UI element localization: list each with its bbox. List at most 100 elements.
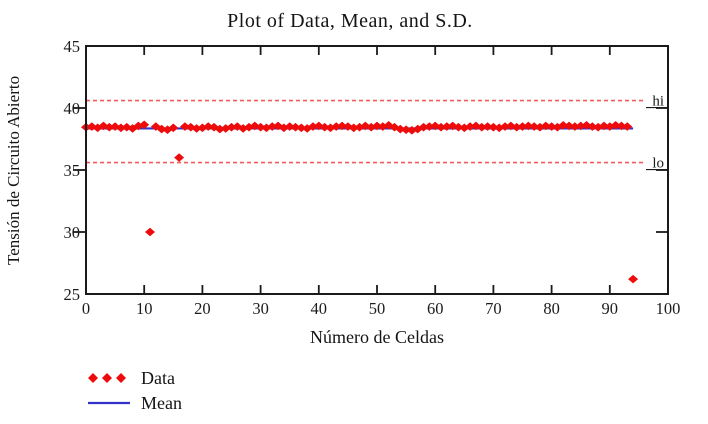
data-point	[313, 121, 324, 131]
x-tick-label: 70	[485, 299, 502, 318]
data-point	[156, 124, 167, 134]
data-point	[290, 122, 301, 132]
x-tick-label: 50	[369, 299, 386, 318]
axis-ticks	[73, 46, 668, 294]
data-point	[523, 121, 534, 131]
data-point	[465, 122, 476, 131]
y-tick-label: 45	[64, 37, 81, 56]
y-tick-label: 35	[64, 161, 81, 180]
y-tick-label: 30	[64, 223, 81, 242]
data-point	[139, 120, 150, 130]
data-point	[441, 122, 452, 131]
data-point	[150, 122, 161, 131]
chart-title: Plot of Data, Mean, and S.D.	[227, 10, 473, 32]
data-point	[587, 122, 598, 131]
data-point	[255, 122, 266, 132]
data-point	[174, 153, 185, 162]
data-point	[284, 122, 295, 131]
data-point	[179, 122, 190, 131]
data-point	[232, 122, 243, 131]
data-point	[616, 121, 627, 131]
data-point	[500, 122, 511, 131]
data-point	[546, 122, 557, 131]
data-point	[517, 122, 528, 131]
data-point	[418, 122, 429, 132]
data-point	[331, 122, 342, 131]
data-point	[302, 124, 313, 133]
x-tick-label: 30	[252, 299, 269, 318]
data-point	[598, 121, 609, 131]
data-point	[360, 121, 371, 131]
data-point	[622, 122, 633, 131]
data-point	[558, 121, 569, 130]
data-point	[319, 122, 330, 132]
data-point	[337, 121, 348, 131]
data-point	[430, 121, 441, 131]
marker-lines: hi lo	[86, 94, 668, 172]
marker-label-lo: lo	[652, 156, 664, 172]
data-point	[482, 122, 493, 131]
data-point	[348, 123, 359, 133]
data-point	[296, 123, 307, 133]
data-point	[511, 122, 522, 132]
data-point	[529, 122, 540, 131]
legend: Data Mean	[86, 367, 182, 414]
data-point	[273, 121, 284, 131]
data-point	[98, 121, 109, 131]
data-point	[447, 121, 458, 131]
legend-label-mean: Mean	[141, 393, 182, 413]
data-point	[453, 122, 464, 132]
data-point	[564, 121, 575, 131]
x-tick-label: 40	[311, 299, 328, 318]
x-tick-label: 100	[656, 299, 681, 318]
data-point	[488, 122, 499, 132]
data-point	[575, 121, 586, 131]
data-point	[610, 121, 621, 130]
data-point	[424, 122, 435, 131]
legend-item-data: Data	[86, 367, 182, 389]
data-point	[470, 121, 481, 131]
legend-label-data: Data	[141, 368, 175, 388]
marker-label-hi: hi	[652, 94, 664, 110]
data-point	[395, 124, 406, 134]
data-point	[505, 121, 516, 131]
data-point	[220, 124, 231, 133]
data-point	[372, 121, 382, 131]
x-tick-label: 10	[136, 299, 153, 318]
data-point	[226, 122, 237, 132]
axis-frame	[85, 45, 669, 295]
x-tick-label: 20	[194, 299, 211, 318]
data-point	[191, 124, 202, 133]
data-point	[267, 122, 278, 131]
x-tick-label: 80	[543, 299, 560, 318]
data-point	[168, 123, 179, 133]
data-point	[476, 122, 487, 132]
data-point	[203, 122, 214, 131]
data-point	[86, 122, 97, 131]
data-point	[214, 124, 225, 134]
y-tick-label: 40	[64, 99, 81, 118]
data-points	[81, 120, 639, 284]
tick-labels: 0 10 20 30 40 50 60 70 80 90 100 25 30 35 40 45	[64, 37, 681, 318]
x-tick-label: 90	[602, 299, 619, 318]
data-point	[377, 122, 388, 131]
data-point	[145, 227, 156, 237]
data-point	[406, 126, 417, 135]
mean-line-icon	[88, 401, 130, 405]
data-point	[342, 122, 353, 131]
data-point	[401, 125, 412, 134]
data-point	[628, 274, 639, 284]
data-point	[110, 122, 121, 131]
data-point	[540, 121, 551, 131]
x-tick-label: 0	[82, 299, 90, 318]
data-point	[604, 122, 615, 131]
x-tick-label: 60	[427, 299, 444, 318]
data-point	[238, 124, 249, 133]
legend-item-mean: Mean	[86, 392, 182, 414]
data-point	[569, 122, 580, 131]
data-point	[104, 122, 115, 132]
data-point	[436, 122, 447, 132]
data-diamonds-icon	[88, 373, 126, 383]
